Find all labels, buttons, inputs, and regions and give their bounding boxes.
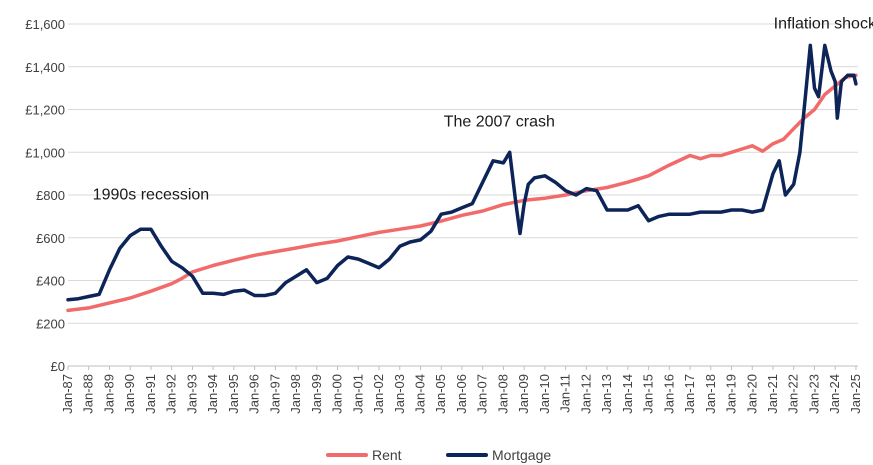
- x-tick-label: Jan-05: [433, 374, 448, 414]
- series-line-rent: [66, 73, 858, 313]
- x-tick-label: Jan-03: [392, 374, 407, 414]
- x-tick-label: Jan-12: [578, 374, 593, 414]
- x-tick-label: Jan-96: [247, 374, 262, 414]
- x-tick-label: Jan-89: [101, 374, 116, 414]
- y-tick-label: £1,000: [25, 145, 65, 160]
- x-tick-label: Jan-18: [703, 374, 718, 414]
- y-tick-label: £400: [36, 274, 65, 289]
- y-tick-label: £600: [36, 231, 65, 246]
- x-tick-label: Jan-91: [143, 374, 158, 414]
- legend: Rent Mortgage: [326, 447, 551, 463]
- x-tick-label: Jan-11: [558, 374, 573, 413]
- gridlines: [68, 23, 858, 367]
- x-tick-label: Jan-94: [205, 374, 220, 414]
- x-tick-label: Jan-25: [848, 374, 863, 414]
- x-tick-label: Jan-21: [765, 374, 780, 414]
- y-tick-label: £1,600: [25, 17, 65, 32]
- x-tick-label: Jan-20: [744, 374, 759, 414]
- x-tick-label: Jan-06: [454, 374, 469, 414]
- x-tick-label: Jan-19: [724, 374, 739, 414]
- x-tick-label: Jan-22: [786, 374, 801, 414]
- y-tick-label: £1,400: [25, 60, 65, 75]
- x-axis: Jan-87 Jan-88 Jan-89 Jan-90 Jan-91 Jan-92 Jan-…: [60, 366, 863, 414]
- y-tick-label: £800: [36, 188, 65, 203]
- x-tick-label: Jan-90: [122, 374, 137, 414]
- x-tick-label: Jan-14: [620, 374, 635, 414]
- x-tick-label: Jan-04: [412, 374, 427, 414]
- x-tick-label: Jan-24: [827, 374, 842, 414]
- x-tick-label: Jan-13: [599, 374, 614, 414]
- legend-label-mortgage: Mortgage: [492, 447, 551, 463]
- x-tick-label: Jan-17: [682, 374, 697, 414]
- x-tick-label: Jan-98: [288, 374, 303, 414]
- y-tick-label: £1,200: [25, 103, 65, 118]
- x-tick-label: Jan-16: [661, 374, 676, 414]
- series-lines: [66, 43, 858, 313]
- y-tick-label: £0: [51, 359, 65, 374]
- x-tick-label: Jan-87: [60, 374, 75, 414]
- x-tick-label: Jan-97: [267, 374, 282, 414]
- x-tick-label: Jan-01: [350, 374, 365, 414]
- annotation: 1990s recession: [93, 186, 210, 203]
- annotation: The 2007 crash: [444, 114, 555, 131]
- y-axis: £0 £200 £400 £600 £800 £1,000 £1,200 £1,400 £1,6…: [25, 17, 65, 374]
- legend-label-rent: Rent: [372, 447, 402, 463]
- x-tick-label: Jan-99: [309, 374, 324, 414]
- x-tick-label: Jan-00: [330, 374, 345, 414]
- x-tick-label: Jan-92: [164, 374, 179, 414]
- x-tick-label: Jan-09: [516, 374, 531, 414]
- x-tick-label: Jan-02: [371, 374, 386, 414]
- annotation: Inflation shock: [774, 15, 873, 32]
- y-tick-label: £200: [36, 316, 65, 331]
- series-line-mortgage: [66, 43, 858, 302]
- x-tick-label: Jan-08: [495, 374, 510, 414]
- x-tick-label: Jan-15: [641, 374, 656, 414]
- x-tick-label: Jan-95: [226, 374, 241, 414]
- x-tick-label: Jan-10: [537, 374, 552, 414]
- x-tick-label: Jan-88: [81, 374, 96, 414]
- x-tick-label: Jan-23: [806, 374, 821, 414]
- x-tick-label: Jan-93: [184, 374, 199, 414]
- annotations: 1990s recession The 2007 crash Inflation s…: [93, 15, 873, 203]
- x-tick-label: Jan-07: [475, 374, 490, 414]
